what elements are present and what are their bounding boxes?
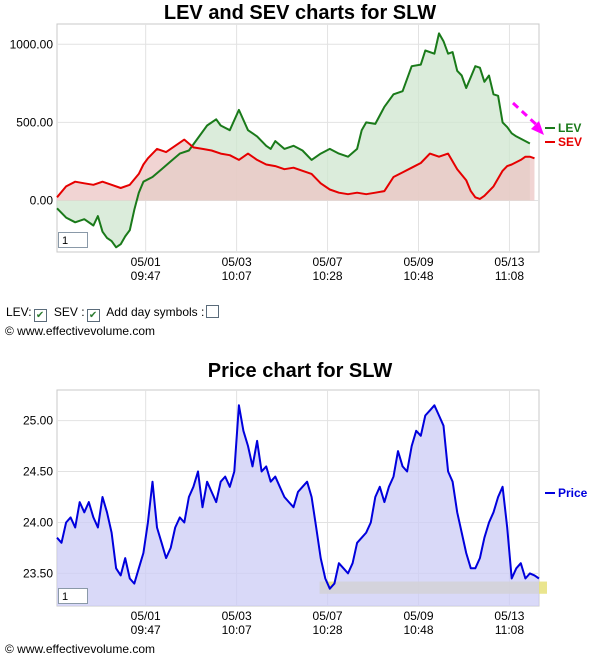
x-tick-time: 10:07	[222, 269, 252, 283]
x-tick-time: 10:48	[403, 269, 433, 283]
day-symbols-label: Add day symbols :	[106, 305, 205, 319]
lev-checkbox[interactable]: ✔	[33, 309, 47, 322]
x-tick-date: 05/01	[131, 609, 161, 623]
x-tick-time: 09:47	[131, 269, 161, 283]
y-tick-label: 1000.00	[10, 37, 54, 51]
price-area	[57, 405, 539, 606]
x-tick-time: 10:28	[313, 623, 343, 637]
x-tick-time: 10:48	[403, 623, 433, 637]
lev-zoom-input[interactable]: 1	[58, 232, 88, 248]
price-legend-label: Price	[558, 486, 588, 500]
sev-line	[56, 138, 535, 200]
lev-sev-chart-title: LEV and SEV charts for SLW	[163, 2, 437, 24]
trend-arrow-line	[511, 101, 542, 130]
y-tick-label: 0.00	[30, 193, 54, 207]
lev-toggle-label: LEV:	[6, 305, 32, 319]
lev-line	[56, 32, 531, 249]
sev-checkbox[interactable]: ✔	[86, 309, 100, 322]
price-zoom-input[interactable]: 1	[58, 588, 88, 604]
x-tick-date: 05/13	[494, 255, 524, 269]
y-tick-label: 23.50	[23, 566, 53, 580]
y-tick-label: 24.00	[23, 515, 53, 529]
x-tick-time: 11:08	[495, 623, 524, 637]
sev-toggle-label: SEV :	[53, 305, 85, 319]
sev-area	[57, 139, 535, 201]
x-tick-time: 09:47	[131, 623, 161, 637]
copyright-text-bottom: © www.effectivevolume.com	[5, 642, 156, 656]
x-tick-date: 05/09	[403, 255, 433, 269]
trend-arrowhead	[531, 121, 544, 135]
x-tick-time: 11:08	[495, 269, 524, 283]
x-tick-time: 10:28	[313, 269, 343, 283]
x-tick-date: 05/13	[494, 609, 524, 623]
sev-legend-label: SEV	[558, 135, 582, 149]
x-tick-date: 05/07	[313, 255, 343, 269]
x-tick-date: 05/03	[222, 609, 252, 623]
x-tick-date: 05/09	[403, 609, 433, 623]
x-tick-date: 05/07	[313, 609, 343, 623]
y-tick-label: 500.00	[16, 115, 53, 129]
day-symbols-checkbox[interactable]	[206, 305, 220, 318]
x-tick-date: 05/03	[222, 255, 252, 269]
y-tick-label: 25.00	[23, 414, 53, 428]
y-tick-label: 24.50	[23, 465, 53, 479]
price-line	[56, 404, 540, 590]
lev-legend-label: LEV	[558, 121, 581, 135]
x-tick-time: 10:07	[222, 623, 252, 637]
price-chart-title: Price chart for SLW	[207, 360, 393, 382]
copyright-text: © www.effectivevolume.com	[5, 324, 156, 338]
x-tick-date: 05/01	[131, 255, 161, 269]
series-toggle-controls: LEV: ✔ SEV : ✔ Add day symbols :	[6, 305, 223, 322]
